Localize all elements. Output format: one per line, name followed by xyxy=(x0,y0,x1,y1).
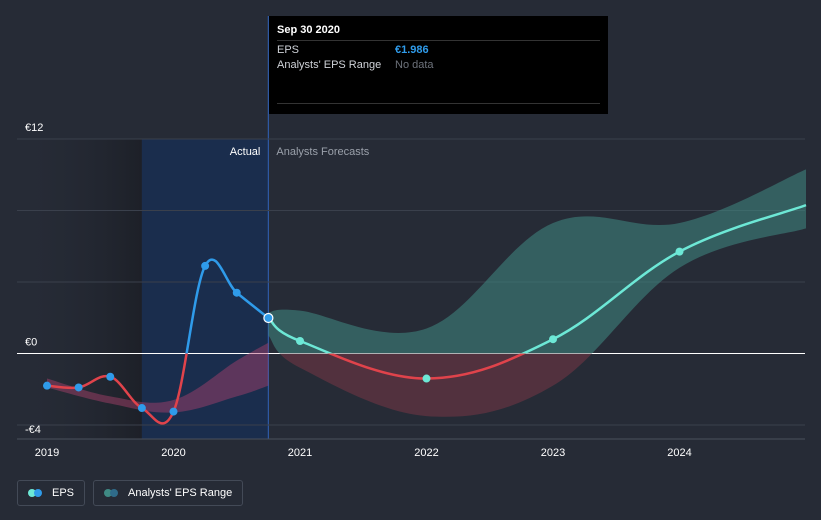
actual-region-label: Actual xyxy=(230,146,261,158)
tooltip-divider xyxy=(277,103,600,104)
x-tick-label-2021: 2021 xyxy=(288,447,312,459)
actual-eps-point-4 xyxy=(169,407,178,416)
y-tick-label-0: €12 xyxy=(25,122,43,134)
y-tick-label-1: €0 xyxy=(25,337,37,349)
chart-legend: EPS Analysts' EPS Range xyxy=(17,480,244,506)
eps-range-legend-icon xyxy=(104,489,120,497)
actual-eps-point-5 xyxy=(201,261,210,270)
forecast-range-band-negative xyxy=(279,353,593,417)
tooltip-value-eps: €1.986 xyxy=(395,44,429,56)
actual-eps-point-7 xyxy=(263,312,274,324)
actual-eps-point-1 xyxy=(74,383,83,392)
legend-label-eps-range: Analysts' EPS Range xyxy=(128,487,233,499)
actual-eps-point-0 xyxy=(43,381,51,390)
tooltip-row-range: Analysts' EPS Range No data xyxy=(277,59,600,71)
x-tick-label-2023: 2023 xyxy=(541,447,565,459)
x-tick-label-2022: 2022 xyxy=(414,447,438,459)
x-tick-label-2024: 2024 xyxy=(667,447,691,459)
forecast-eps-point-3 xyxy=(549,335,557,344)
tooltip-key-range: Analysts' EPS Range xyxy=(277,59,382,71)
actual-eps-line-negative xyxy=(46,353,188,425)
forecast-eps-line-negative xyxy=(326,353,527,380)
actual-highlight-region xyxy=(141,139,269,439)
actual-eps-line-positive xyxy=(185,258,270,354)
forecast-region-label: Analysts Forecasts xyxy=(276,146,369,158)
eps-legend-icon xyxy=(28,489,44,497)
y-tick-label-2: -€4 xyxy=(25,424,41,436)
tooltip-date: Sep 30 2020 xyxy=(277,24,340,36)
tooltip-key-eps: EPS xyxy=(277,44,300,56)
actual-eps-point-2 xyxy=(106,372,115,381)
x-tick-label-2019: 2019 xyxy=(35,447,59,459)
tooltip-row-eps: EPS €1.986 xyxy=(277,40,600,56)
forecast-eps-point-4 xyxy=(675,247,684,256)
forecast-range-band-positive xyxy=(268,169,806,354)
x-tick-label-2020: 2020 xyxy=(161,447,185,459)
actual-range-band xyxy=(47,342,269,413)
actual-eps-point-6 xyxy=(232,288,241,297)
tooltip-value-range: No data xyxy=(395,59,434,71)
legend-label-eps: EPS xyxy=(52,487,75,499)
legend-item-eps-range[interactable]: Analysts' EPS Range xyxy=(93,480,244,506)
data-tooltip: Sep 30 2020 EPS €1.986 Analysts' EPS Ran… xyxy=(269,16,608,114)
forecast-eps-point-2 xyxy=(422,374,431,383)
actual-eps-point-3 xyxy=(137,404,146,413)
legend-item-eps[interactable]: EPS xyxy=(17,480,86,506)
forecast-eps-point-1 xyxy=(296,336,304,345)
